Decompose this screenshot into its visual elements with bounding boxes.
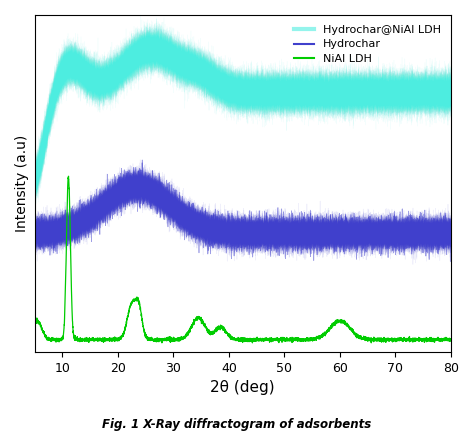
X-axis label: 2θ (deg): 2θ (deg)	[210, 381, 275, 395]
Text: Fig. 1 X-Ray diffractogram of adsorbents: Fig. 1 X-Ray diffractogram of adsorbents	[102, 418, 372, 431]
Y-axis label: Intensity (a.u): Intensity (a.u)	[15, 135, 29, 232]
Legend: Hydrochar@NiAl LDH, Hydrochar, NiAl LDH: Hydrochar@NiAl LDH, Hydrochar, NiAl LDH	[290, 21, 446, 68]
